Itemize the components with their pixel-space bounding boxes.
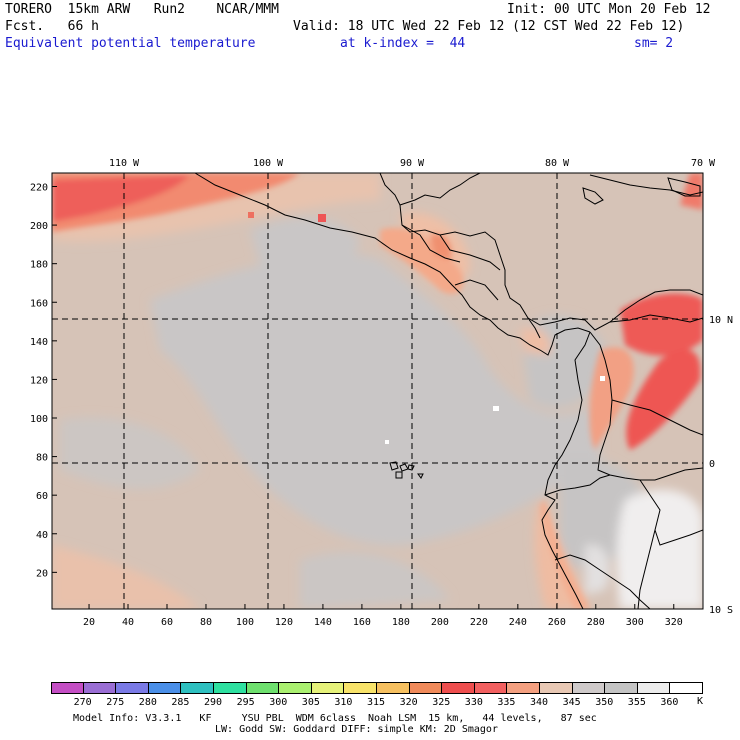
latitude-label: 0	[709, 459, 715, 470]
colorbar-label: 290	[204, 697, 223, 708]
colorbar-label: 360	[660, 697, 679, 708]
bottom-tick-label: 120	[275, 617, 293, 628]
level-info: at k-index = 44	[340, 36, 466, 51]
forecast-hour: Fcst. 66 h	[5, 19, 99, 34]
theta-e-field	[52, 173, 703, 609]
colorbar-swatch	[442, 682, 475, 694]
valid-time: Valid: 18 UTC Wed 22 Feb 12 (12 CST Wed …	[293, 19, 685, 34]
colorbar-swatch	[572, 682, 606, 694]
colorbar-label: 340	[530, 697, 549, 708]
colorbar-swatch	[51, 682, 84, 694]
longitude-label: 90 W	[400, 158, 425, 169]
colorbar-label: 355	[627, 697, 646, 708]
colorbar-swatch	[279, 682, 312, 694]
colorbar-label: 325	[432, 697, 451, 708]
colorbar-swatch	[377, 682, 410, 694]
colorbar-label: 330	[464, 697, 483, 708]
bottom-tick-label: 240	[509, 617, 527, 628]
colorbar-label: 280	[138, 697, 157, 708]
bottom-tick-label: 320	[665, 617, 683, 628]
colorbar-swatch	[670, 682, 703, 694]
colorbar-label: 295	[236, 697, 255, 708]
colorbar-swatch	[214, 682, 247, 694]
colorbar-swatch	[507, 682, 540, 694]
left-tick-label: 180	[30, 260, 48, 271]
bottom-tick-label: 220	[470, 617, 488, 628]
colorbar-swatch	[116, 682, 149, 694]
colorbar-swatch	[311, 682, 345, 694]
colorbar-swatch	[148, 682, 182, 694]
colorbar-label: 300	[269, 697, 288, 708]
bottom-tick-label: 140	[314, 617, 332, 628]
colorbar-swatch	[83, 682, 117, 694]
bottom-tick-label: 40	[122, 617, 134, 628]
colorbar-swatch	[605, 682, 638, 694]
model-title: TORERO 15km ARW Run2 NCAR/MMM	[5, 2, 279, 17]
left-tick-label: 60	[36, 491, 48, 502]
longitude-label: 100 W	[253, 158, 284, 169]
bottom-tick-label: 160	[353, 617, 371, 628]
colorbar-label: 270	[73, 697, 92, 708]
smoothing-info: sm= 2	[634, 36, 674, 51]
left-tick-label: 80	[36, 453, 48, 464]
latitude-label: 10 S	[709, 605, 733, 616]
colorbar-swatch	[181, 682, 214, 694]
left-tick-label: 220	[30, 183, 48, 194]
colorbar-swatch	[540, 682, 573, 694]
left-tick-label: 160	[30, 298, 48, 309]
left-tick-label: 140	[30, 337, 48, 348]
colorbar-swatch	[344, 682, 377, 694]
bottom-tick-label: 280	[587, 617, 605, 628]
model-info: Model Info: V3.3.1 KF YSU PBL WDM 6class…	[73, 713, 597, 724]
graticule	[52, 173, 703, 609]
coastlines	[194, 173, 703, 609]
latitude-label: 10 N	[709, 315, 733, 326]
colorbar-label: 310	[334, 697, 353, 708]
left-tick-label: 40	[36, 530, 48, 541]
left-tick-label: 120	[30, 375, 48, 386]
init-time: Init: 00 UTC Mon 20 Feb 12	[507, 2, 711, 17]
left-tick-label: 20	[36, 568, 48, 579]
bottom-tick-label: 180	[392, 617, 410, 628]
colorbar-swatch	[409, 682, 443, 694]
longitude-label: 70 W	[691, 158, 716, 169]
map-frame	[51, 172, 704, 610]
colorbar-label: 305	[301, 697, 320, 708]
longitude-label: 110 W	[109, 158, 140, 169]
bottom-tick-label: 20	[83, 617, 95, 628]
bottom-tick-label: 80	[200, 617, 212, 628]
colorbar-label: 320	[399, 697, 418, 708]
colorbar-label: 335	[497, 697, 516, 708]
field-name: Equivalent potential temperature	[5, 36, 256, 51]
bottom-tick-label: 100	[236, 617, 254, 628]
longitude-label: 80 W	[545, 158, 570, 169]
colorbar-unit: K	[697, 696, 704, 707]
bottom-tick-label: 300	[626, 617, 644, 628]
colorbar-label: 275	[106, 697, 125, 708]
bottom-tick-label: 260	[548, 617, 566, 628]
left-tick-label: 100	[30, 414, 48, 425]
colorbar-label: 350	[595, 697, 614, 708]
colorbar-swatch	[246, 682, 280, 694]
colorbar-swatch	[637, 682, 671, 694]
bottom-tick-label: 200	[431, 617, 449, 628]
colorbar-label: 345	[562, 697, 581, 708]
colorbar-label: 285	[171, 697, 190, 708]
bottom-tick-label: 60	[161, 617, 173, 628]
colorbar-swatch	[474, 682, 508, 694]
left-tick-label: 200	[30, 221, 48, 232]
physics-info: LW: Godd SW: Goddard DIFF: simple KM: 2D…	[215, 724, 498, 735]
colorbar-label: 315	[367, 697, 386, 708]
